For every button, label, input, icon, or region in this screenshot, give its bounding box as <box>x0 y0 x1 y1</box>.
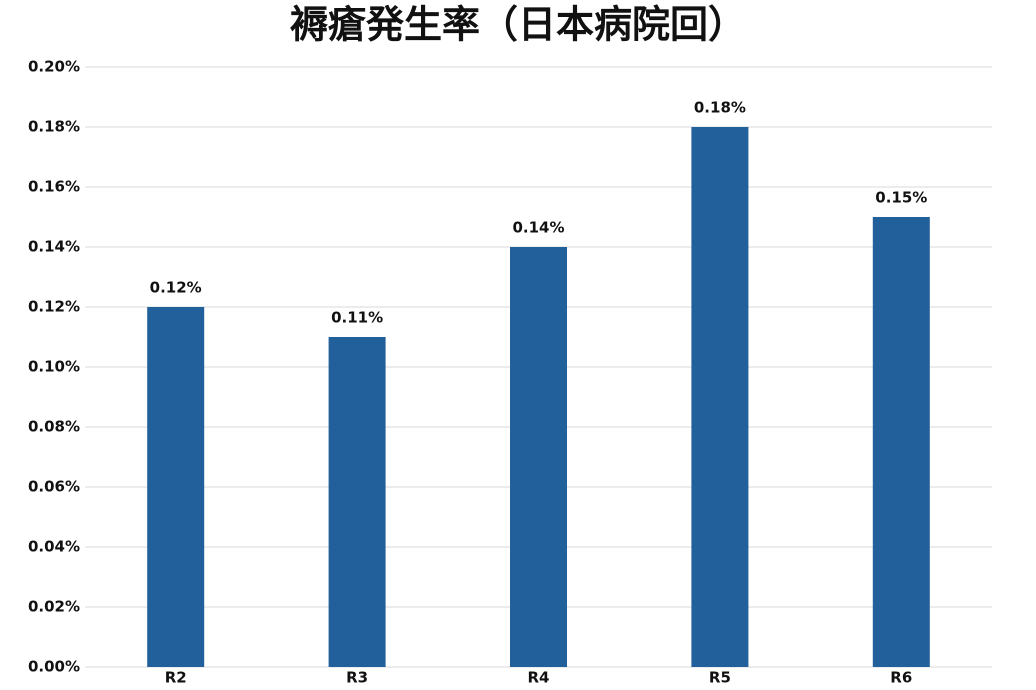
value-label: 0.11% <box>331 309 383 327</box>
bar <box>691 127 749 667</box>
x-tick-label: R3 <box>346 669 368 687</box>
y-tick-label: 0.00% <box>28 658 80 676</box>
y-tick-label: 0.20% <box>28 58 80 76</box>
y-tick-label: 0.02% <box>28 598 80 616</box>
value-label: 0.12% <box>150 279 202 297</box>
value-label: 0.18% <box>694 99 746 117</box>
y-tick-label: 0.14% <box>28 238 80 256</box>
x-tick-label: R4 <box>528 669 550 687</box>
y-tick-label: 0.08% <box>28 418 80 436</box>
bar <box>872 217 930 667</box>
bar <box>328 337 386 667</box>
x-tick-label: R6 <box>890 669 912 687</box>
y-tick-label: 0.06% <box>28 478 80 496</box>
y-tick-label: 0.04% <box>28 538 80 556</box>
value-label: 0.14% <box>512 219 564 237</box>
chart-title: 褥瘡発生率（日本病院回） <box>290 3 746 47</box>
x-tick-label: R5 <box>709 669 731 687</box>
x-tick-label: R2 <box>165 669 187 687</box>
value-label: 0.15% <box>875 189 927 207</box>
y-tick-label: 0.12% <box>28 298 80 316</box>
bar <box>510 247 567 667</box>
y-tick-label: 0.10% <box>28 358 80 376</box>
bar <box>147 307 205 667</box>
y-tick-label: 0.18% <box>28 118 80 136</box>
y-tick-label: 0.16% <box>28 178 80 196</box>
